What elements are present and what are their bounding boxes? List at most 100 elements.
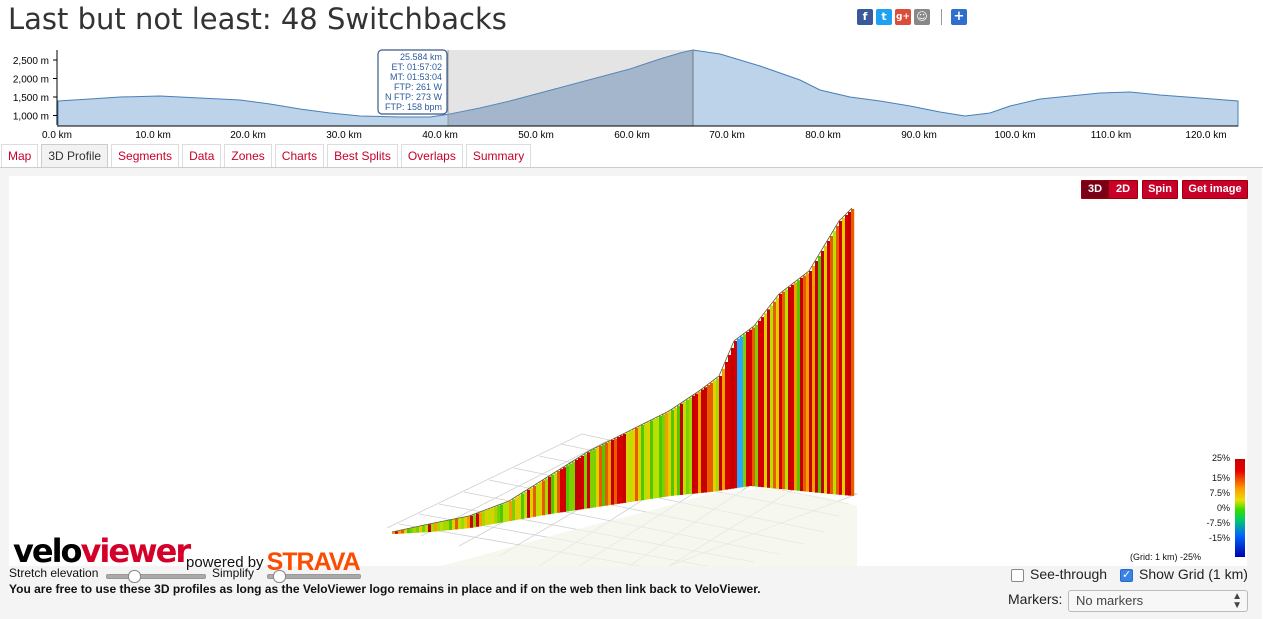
3d-profile-ridge (391, 207, 853, 533)
ribbon-strip (473, 514, 477, 528)
ribbon-strip (479, 512, 483, 527)
ribbon-strip (746, 332, 750, 487)
ribbon-strip (443, 521, 447, 531)
ribbon-strip (800, 277, 804, 492)
ribbon-strip (695, 393, 699, 494)
ribbon-strip (638, 426, 642, 501)
3d-profile-reflection (409, 488, 857, 566)
ribbon-strip (503, 503, 507, 523)
logo-velo: velo (13, 532, 83, 570)
ribbon-strip (689, 397, 693, 494)
ribbon-strip (824, 246, 828, 494)
ribbon-strip (842, 218, 846, 496)
share-bar: f t g+ ☺ + (857, 8, 967, 25)
overview-selected-area (448, 50, 693, 126)
ribbon-strip (659, 416, 663, 498)
select-arrows-icon: ▲ ▼ (1232, 591, 1242, 611)
tooltip-line: FTP: 261 W (394, 82, 443, 92)
ribbon-strip (635, 428, 639, 502)
ribbon-strip (764, 313, 768, 488)
google-plus-icon[interactable]: g+ (895, 8, 911, 25)
twitter-icon[interactable]: t (876, 8, 892, 25)
ribbon-strip (794, 282, 798, 491)
ribbon-strip (722, 369, 726, 491)
ribbon-strip (404, 529, 408, 534)
ribbon-strip (527, 489, 531, 518)
overview-y-tick: 2,500 m (13, 56, 49, 67)
ribbon-strip (599, 446, 603, 507)
ribbon-strip (398, 530, 402, 534)
ribbon-strip (494, 506, 498, 524)
see-through-checkbox[interactable] (1011, 569, 1024, 582)
add-share-icon[interactable]: + (951, 8, 967, 25)
overview-x-ticks: 0.0 km 10.0 km 20.0 km 30.0 km 40.0 km 5… (42, 130, 1227, 141)
ribbon-strip (755, 324, 759, 487)
tab-3d-profile[interactable]: 3D Profile (41, 144, 109, 167)
show-grid-checkbox[interactable] (1120, 568, 1133, 582)
tab-segments[interactable]: Segments (111, 144, 180, 167)
tab-charts[interactable]: Charts (274, 144, 325, 167)
legend-label: -25% (1180, 552, 1202, 562)
simplify-slider[interactable] (267, 570, 361, 583)
stretch-elevation-label: Stretch elevation (9, 566, 99, 580)
ribbon-strip (845, 215, 849, 496)
ribbon-strip (440, 521, 444, 531)
tab-data[interactable]: Data (182, 144, 222, 167)
overview-x-tick: 90.0 km (901, 130, 937, 141)
ribbon-strip (458, 518, 462, 530)
ribbon-strip (827, 241, 831, 494)
view-2d-button[interactable]: 2D (1108, 180, 1138, 199)
logo-viewer: viewer (80, 532, 192, 570)
powered-by-strava[interactable]: powered by STRAVA (186, 548, 361, 577)
ribbon-strip (656, 417, 660, 498)
overview-y-tick: 1,000 m (13, 112, 49, 123)
overview-x-tick: 120.0 km (1185, 130, 1226, 141)
legend-label: 25% (1211, 453, 1230, 463)
ribbon-strip (644, 423, 648, 500)
3d-profile-canvas[interactable] (9, 176, 1247, 566)
simplify-handle[interactable] (273, 570, 286, 583)
veloviewer-logo[interactable]: veloviewer (13, 531, 192, 571)
facebook-icon[interactable]: f (857, 8, 873, 25)
ribbon-strip (785, 289, 789, 490)
tooltip-line: N FTP: 273 W (385, 92, 443, 102)
ribbon-strip (500, 504, 504, 523)
ribbon-strip (698, 391, 702, 494)
get-image-button[interactable]: Get image (1182, 180, 1248, 199)
stretch-elevation-slider[interactable] (106, 570, 206, 583)
tab-best-splits[interactable]: Best Splits (327, 144, 398, 167)
ribbon-strip (536, 484, 540, 517)
view-3d-button[interactable]: 3D (1081, 180, 1109, 199)
ribbon-strip (782, 291, 786, 490)
ribbon-strip (416, 526, 420, 533)
myspace-icon[interactable]: ☺ (914, 8, 930, 25)
ribbon-strip (773, 301, 777, 489)
see-through-label[interactable]: See-through (1030, 566, 1108, 582)
ribbon-strip (851, 209, 855, 496)
ribbon-strip (395, 531, 399, 534)
ribbon-strip (797, 280, 801, 491)
ribbon-strip (548, 476, 552, 515)
elevation-overview-chart[interactable]: 2,500 m 2,000 m 1,500 m 1,000 m 0.0 km 1… (0, 44, 1263, 144)
tooltip-line: 25.584 km (400, 52, 442, 62)
markers-select[interactable]: No markers ▲ ▼ (1068, 590, 1248, 612)
overview-x-tick: 50.0 km (518, 130, 554, 141)
tab-map[interactable]: Map (1, 144, 39, 167)
show-grid-label[interactable]: Show Grid (1 km) (1139, 566, 1248, 582)
legend-label: -7.5% (1206, 518, 1230, 528)
tab-overlaps[interactable]: Overlaps (400, 144, 463, 167)
ribbon-strip (596, 447, 600, 507)
stretch-elevation-handle[interactable] (128, 570, 141, 583)
ribbon-strip (563, 467, 567, 512)
ribbon-strip (584, 454, 588, 509)
ribbon-strip (590, 450, 594, 508)
spin-button[interactable]: Spin (1142, 180, 1178, 199)
ribbon-strip (677, 405, 681, 496)
ribbon-strip (413, 527, 417, 533)
tab-summary[interactable]: Summary (465, 144, 532, 167)
ribbon-strip (761, 317, 765, 488)
ribbon-strip (770, 305, 774, 489)
ribbon-strip (602, 444, 606, 507)
tab-zones[interactable]: Zones (224, 144, 272, 167)
usage-notice: You are free to use these 3D profiles as… (9, 582, 761, 596)
